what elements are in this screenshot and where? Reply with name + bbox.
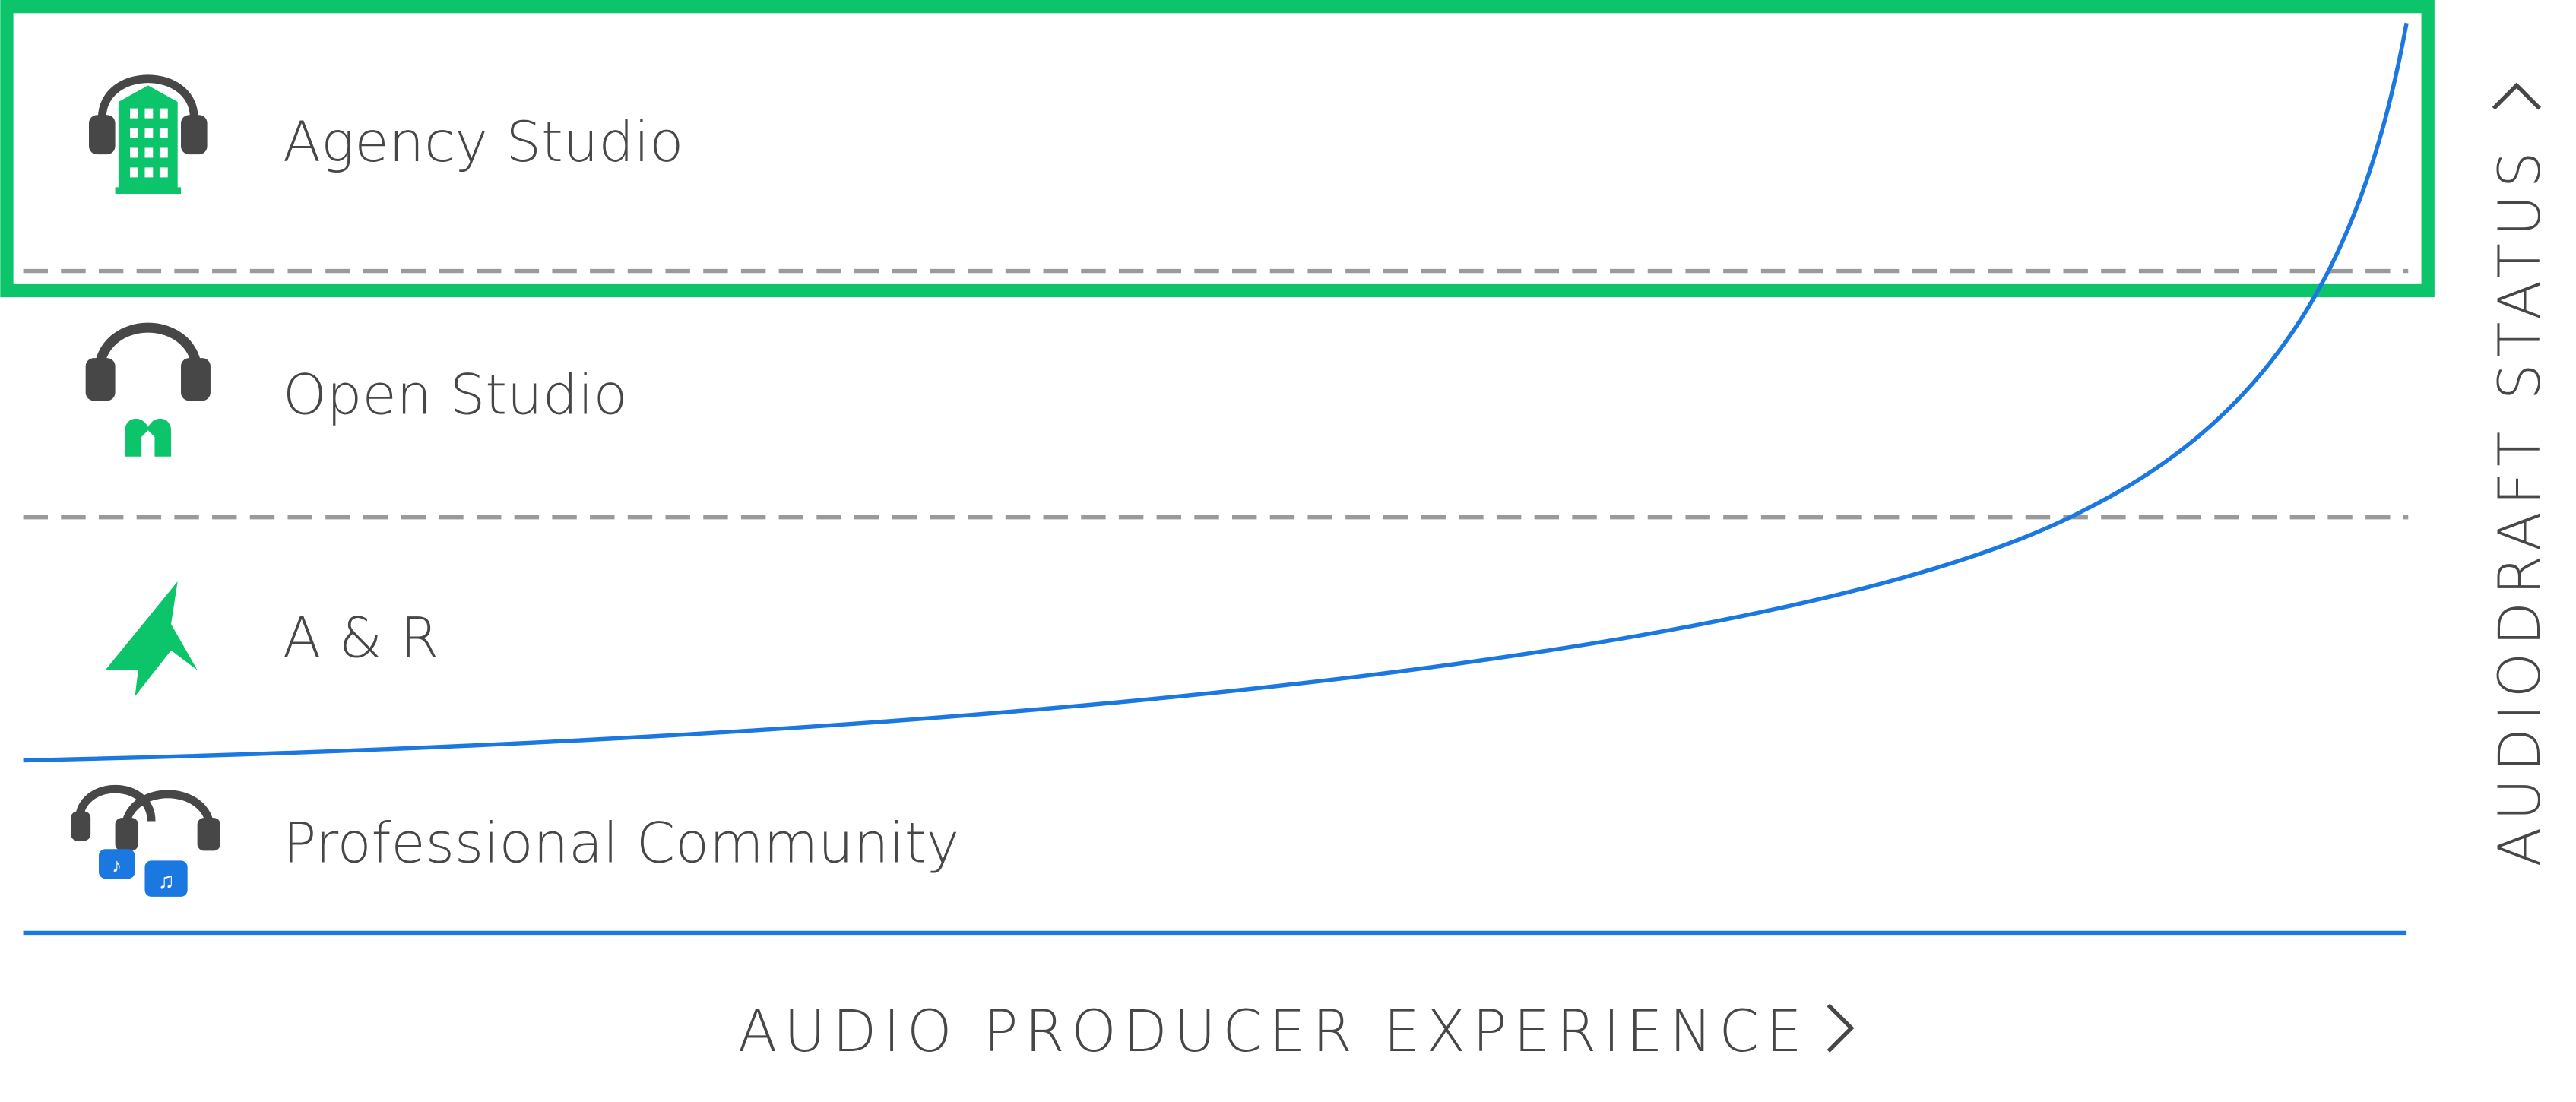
agency-icon [89,74,208,194]
y-axis-label: AUDIODRAFT STATUS [2486,145,2553,867]
tier-label: Open Studio [283,363,628,428]
ar-icon [105,581,198,697]
x-axis-chevron [1827,1003,1855,1053]
y-axis-chevron [2492,82,2542,110]
tier-label: Agency Studio [283,110,683,175]
x-axis-label: AUDIO PRODUCER EXPERIENCE [738,998,1808,1065]
tier-label: A & R [283,606,439,670]
open-studio-icon [85,322,211,457]
svg-text:♪: ♪ [112,854,122,877]
tier-label: Professional Community [283,812,959,876]
community-icon: ♪ ♫ [71,785,220,897]
growth-curve [23,22,2409,763]
highlight-box [0,0,2435,298]
svg-text:♫: ♫ [157,868,175,895]
